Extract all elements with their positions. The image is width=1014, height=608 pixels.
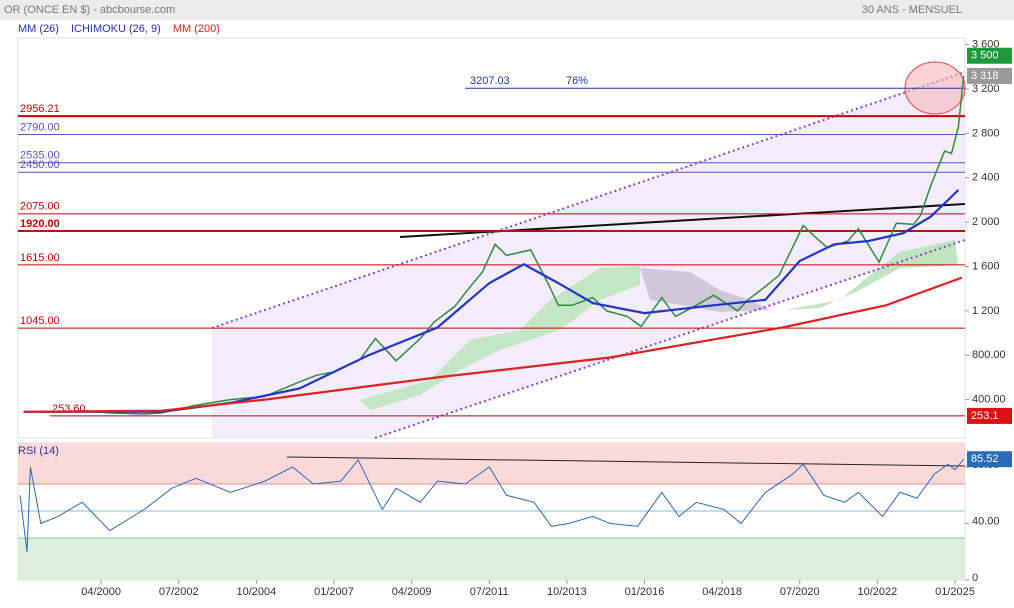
ma-line bbox=[23, 276, 963, 413]
legend-entry: MM (26) bbox=[18, 23, 59, 35]
rsi-last-label: 85.52 bbox=[971, 453, 999, 465]
rsi-last-box bbox=[967, 451, 1012, 468]
price-box bbox=[967, 407, 1012, 424]
ichimoku-cloud-red bbox=[640, 268, 770, 312]
price-box-label: 253.1 bbox=[971, 410, 999, 422]
y-tick-label: 3 200 bbox=[972, 83, 1000, 95]
price-box-label: 3 318 bbox=[971, 70, 999, 82]
chart-title: OR (ONCE EN $) - abcbourse.com bbox=[4, 4, 175, 16]
level-label: 2535.00 bbox=[20, 150, 60, 162]
x-tick-label: 01/2007 bbox=[314, 586, 354, 598]
fibo-annotation: 76% bbox=[566, 75, 588, 87]
price-box bbox=[967, 47, 1012, 64]
rsi-tick-label: 0 bbox=[972, 572, 978, 584]
level-label: 1045.00 bbox=[20, 315, 60, 327]
rsi-oversold bbox=[18, 538, 965, 580]
x-tick-label: 07/2011 bbox=[470, 586, 509, 598]
fibo-label: 3207.03 bbox=[470, 75, 510, 87]
x-tick-label: 01/2016 bbox=[625, 586, 665, 598]
x-tick-label: 10/2013 bbox=[547, 586, 587, 598]
legend-entry: ICHIMOKU (26, 9) bbox=[71, 23, 161, 35]
price-box-label: 3 500 bbox=[971, 50, 999, 62]
y-tick-label: 800.00 bbox=[972, 349, 1006, 361]
rsi-title: RSI (14) bbox=[18, 445, 59, 457]
x-tick-label: 01/2025 bbox=[935, 586, 975, 598]
x-tick-label: 04/2009 bbox=[392, 586, 432, 598]
channel-bottom bbox=[374, 239, 966, 439]
channel-fill bbox=[212, 72, 965, 438]
x-tick-label: 07/2002 bbox=[159, 586, 199, 598]
y-tick-label: 2 000 bbox=[972, 216, 1000, 228]
level-label: 253.60 bbox=[52, 403, 86, 415]
y-tick-label: 400.00 bbox=[972, 394, 1006, 406]
x-tick-label: 04/2018 bbox=[702, 586, 742, 598]
level-label: 2450.00 bbox=[20, 159, 60, 171]
chart-subtitle: 30 ANS - MENSUEL bbox=[862, 4, 962, 16]
legend: MM (26) ICHIMOKU (26, 9) MM (200) bbox=[18, 23, 220, 35]
level-label: 2956.21 bbox=[20, 103, 60, 115]
rsi-tick-label: 40.00 bbox=[972, 515, 1000, 527]
x-tick-label: 07/2020 bbox=[780, 586, 820, 598]
level-label: 1615.00 bbox=[20, 252, 60, 264]
ichimoku-cloud bbox=[785, 240, 958, 310]
header-bar bbox=[0, 0, 1014, 20]
rsi-line bbox=[19, 458, 964, 552]
ichimoku-cloud bbox=[360, 266, 640, 410]
ma-line bbox=[23, 189, 960, 413]
level-label: 2075.00 bbox=[20, 201, 60, 213]
y-tick-label: 1 200 bbox=[972, 305, 1000, 317]
rsi-overbought bbox=[18, 443, 965, 484]
legend-entry: MM (200) bbox=[173, 23, 220, 35]
x-tick-label: 10/2004 bbox=[237, 586, 277, 598]
y-tick-label: 2 800 bbox=[972, 127, 1000, 139]
y-tick-label: 1 600 bbox=[972, 260, 1000, 272]
x-tick-label: 04/2000 bbox=[81, 586, 121, 598]
y-tick-label: 2 400 bbox=[972, 172, 1000, 184]
level-label: 2790.00 bbox=[20, 121, 60, 133]
x-tick-label: 10/2022 bbox=[857, 586, 897, 598]
rsi-trendline bbox=[286, 456, 966, 467]
level-label: 1920.00 bbox=[20, 218, 60, 230]
price-box bbox=[967, 67, 1012, 84]
y-tick-label: 3 600 bbox=[972, 39, 1000, 51]
